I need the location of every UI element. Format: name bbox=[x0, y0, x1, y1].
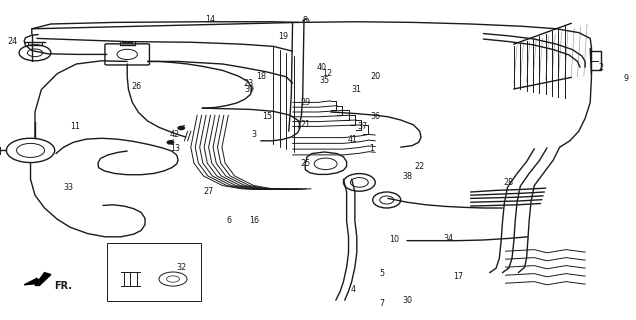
Circle shape bbox=[178, 126, 184, 130]
Text: 40: 40 bbox=[316, 63, 326, 72]
Text: 16: 16 bbox=[249, 216, 259, 225]
Text: 11: 11 bbox=[70, 122, 80, 131]
Text: FR.: FR. bbox=[54, 281, 72, 292]
Text: 38: 38 bbox=[402, 172, 412, 180]
Text: 34: 34 bbox=[443, 234, 453, 243]
Text: 10: 10 bbox=[389, 236, 399, 244]
Text: 23: 23 bbox=[243, 79, 253, 88]
Polygon shape bbox=[24, 278, 41, 285]
Text: 42: 42 bbox=[170, 130, 180, 139]
Text: 32: 32 bbox=[176, 263, 186, 272]
Text: 26: 26 bbox=[132, 82, 142, 91]
Text: 2: 2 bbox=[598, 63, 604, 72]
Text: 30: 30 bbox=[402, 296, 412, 305]
Text: 5: 5 bbox=[379, 269, 384, 278]
Text: 3: 3 bbox=[252, 130, 257, 139]
Text: 19: 19 bbox=[278, 32, 288, 41]
Text: 4: 4 bbox=[350, 285, 356, 294]
Text: 7: 7 bbox=[379, 300, 384, 308]
Text: 14: 14 bbox=[205, 15, 215, 24]
Polygon shape bbox=[35, 273, 51, 285]
Text: 18: 18 bbox=[256, 72, 266, 81]
Text: 8: 8 bbox=[303, 16, 308, 25]
Text: 37: 37 bbox=[357, 122, 368, 131]
Text: 31: 31 bbox=[351, 85, 361, 94]
Text: 12: 12 bbox=[322, 69, 333, 78]
Text: 17: 17 bbox=[453, 272, 463, 281]
Text: 21: 21 bbox=[300, 120, 310, 129]
Text: 13: 13 bbox=[170, 144, 180, 153]
Text: 24: 24 bbox=[8, 37, 18, 46]
Text: 1: 1 bbox=[370, 144, 375, 153]
Text: 35: 35 bbox=[319, 76, 329, 84]
Text: 41: 41 bbox=[348, 135, 358, 144]
Text: 39: 39 bbox=[244, 85, 254, 94]
Text: 36: 36 bbox=[370, 112, 380, 121]
Text: 6: 6 bbox=[226, 216, 232, 225]
Text: 20: 20 bbox=[370, 72, 380, 81]
Text: 9: 9 bbox=[624, 74, 629, 83]
Text: 25: 25 bbox=[300, 159, 310, 168]
Text: 33: 33 bbox=[64, 183, 74, 192]
Bar bbox=[107, 243, 201, 301]
Text: 28: 28 bbox=[504, 178, 514, 187]
Text: 29: 29 bbox=[300, 98, 310, 107]
Text: 15: 15 bbox=[262, 112, 272, 121]
Circle shape bbox=[167, 141, 174, 144]
Text: 22: 22 bbox=[415, 162, 425, 171]
Text: 27: 27 bbox=[204, 188, 214, 196]
